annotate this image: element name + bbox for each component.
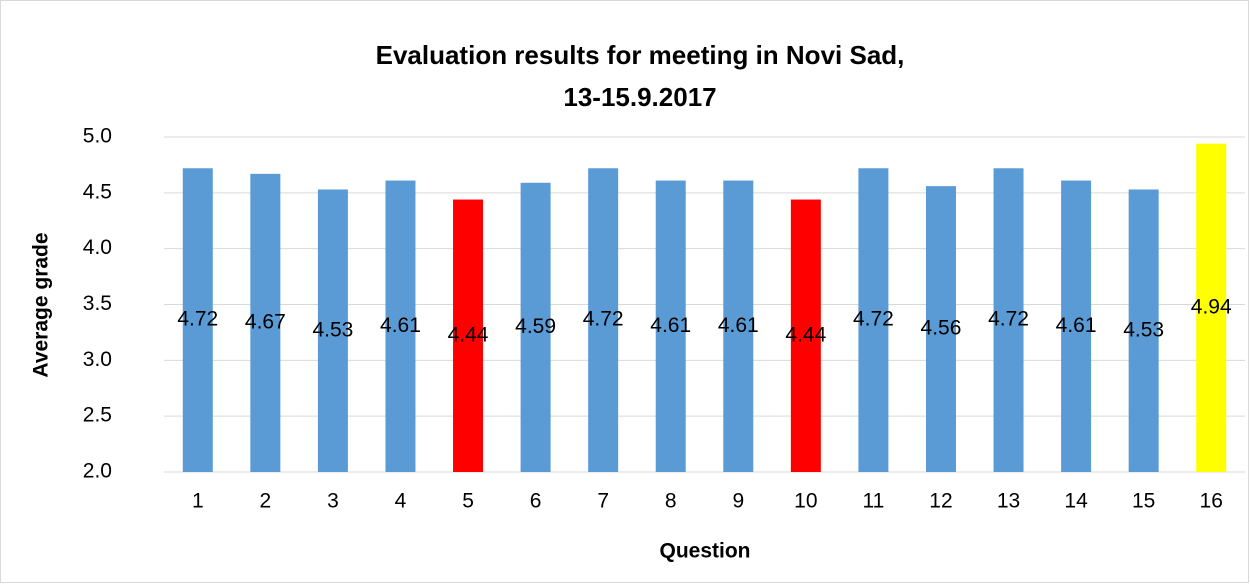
x-tick-label: 10 [794, 490, 817, 513]
x-tick-label: 8 [665, 490, 677, 513]
bar [790, 199, 821, 473]
value-label: 4.44 [448, 323, 489, 346]
value-label: 4.53 [1123, 318, 1164, 341]
value-label: 4.56 [921, 317, 962, 340]
bar [655, 180, 686, 473]
value-label: 4.72 [177, 308, 218, 331]
chart-title: Evaluation results for meeting in Novi S… [376, 40, 905, 70]
bar [250, 173, 281, 472]
value-label: 4.72 [988, 308, 1029, 331]
value-label: 4.53 [312, 318, 353, 341]
x-tick-label: 16 [1200, 490, 1223, 513]
x-tick-label: 12 [929, 490, 952, 513]
value-label: 4.72 [583, 308, 624, 331]
x-tick-label: 13 [997, 490, 1020, 513]
value-label: 4.61 [718, 314, 759, 337]
bar [1061, 180, 1092, 473]
value-label: 4.94 [1191, 295, 1232, 318]
x-tick-label: 3 [327, 490, 339, 513]
bar [385, 180, 416, 473]
value-label: 4.67 [245, 310, 286, 333]
bar [925, 186, 956, 472]
y-tick-label: 3.5 [83, 292, 112, 315]
y-axis-title: Average grade [30, 232, 53, 377]
y-tick-label: 3.0 [83, 348, 112, 371]
bar [993, 168, 1024, 472]
value-label: 4.61 [380, 314, 421, 337]
bar [1128, 189, 1159, 472]
chart-title: 13-15.9.2017 [563, 82, 716, 112]
y-tick-label: 2.0 [83, 460, 112, 483]
y-tick-label: 5.0 [83, 125, 112, 148]
x-tick-label: 11 [863, 490, 885, 513]
x-tick-label: 9 [732, 490, 744, 513]
x-tick-label: 2 [260, 490, 272, 513]
bar [317, 189, 348, 472]
bar [723, 180, 754, 473]
x-tick-label: 6 [530, 490, 542, 513]
value-label: 4.61 [650, 314, 691, 337]
x-tick-label: 15 [1132, 490, 1155, 513]
x-tick-label: 4 [395, 490, 407, 513]
x-tick-label: 7 [597, 490, 609, 513]
x-tick-label: 14 [1064, 490, 1088, 513]
x-tick-label: 1 [192, 490, 204, 513]
bar [453, 199, 484, 473]
value-label: 4.72 [853, 308, 894, 331]
y-tick-label: 2.5 [83, 404, 112, 427]
bar [588, 168, 619, 472]
x-tick-label: 5 [462, 490, 474, 513]
value-label: 4.61 [1056, 314, 1097, 337]
value-label: 4.59 [515, 315, 556, 338]
x-axis-title: Question [659, 540, 750, 563]
value-label: 4.44 [785, 323, 826, 346]
bar [520, 182, 551, 473]
bar [858, 168, 889, 472]
y-tick-label: 4.5 [83, 180, 112, 203]
y-tick-label: 4.0 [83, 236, 112, 259]
bar [182, 168, 213, 472]
bar [1196, 143, 1227, 472]
